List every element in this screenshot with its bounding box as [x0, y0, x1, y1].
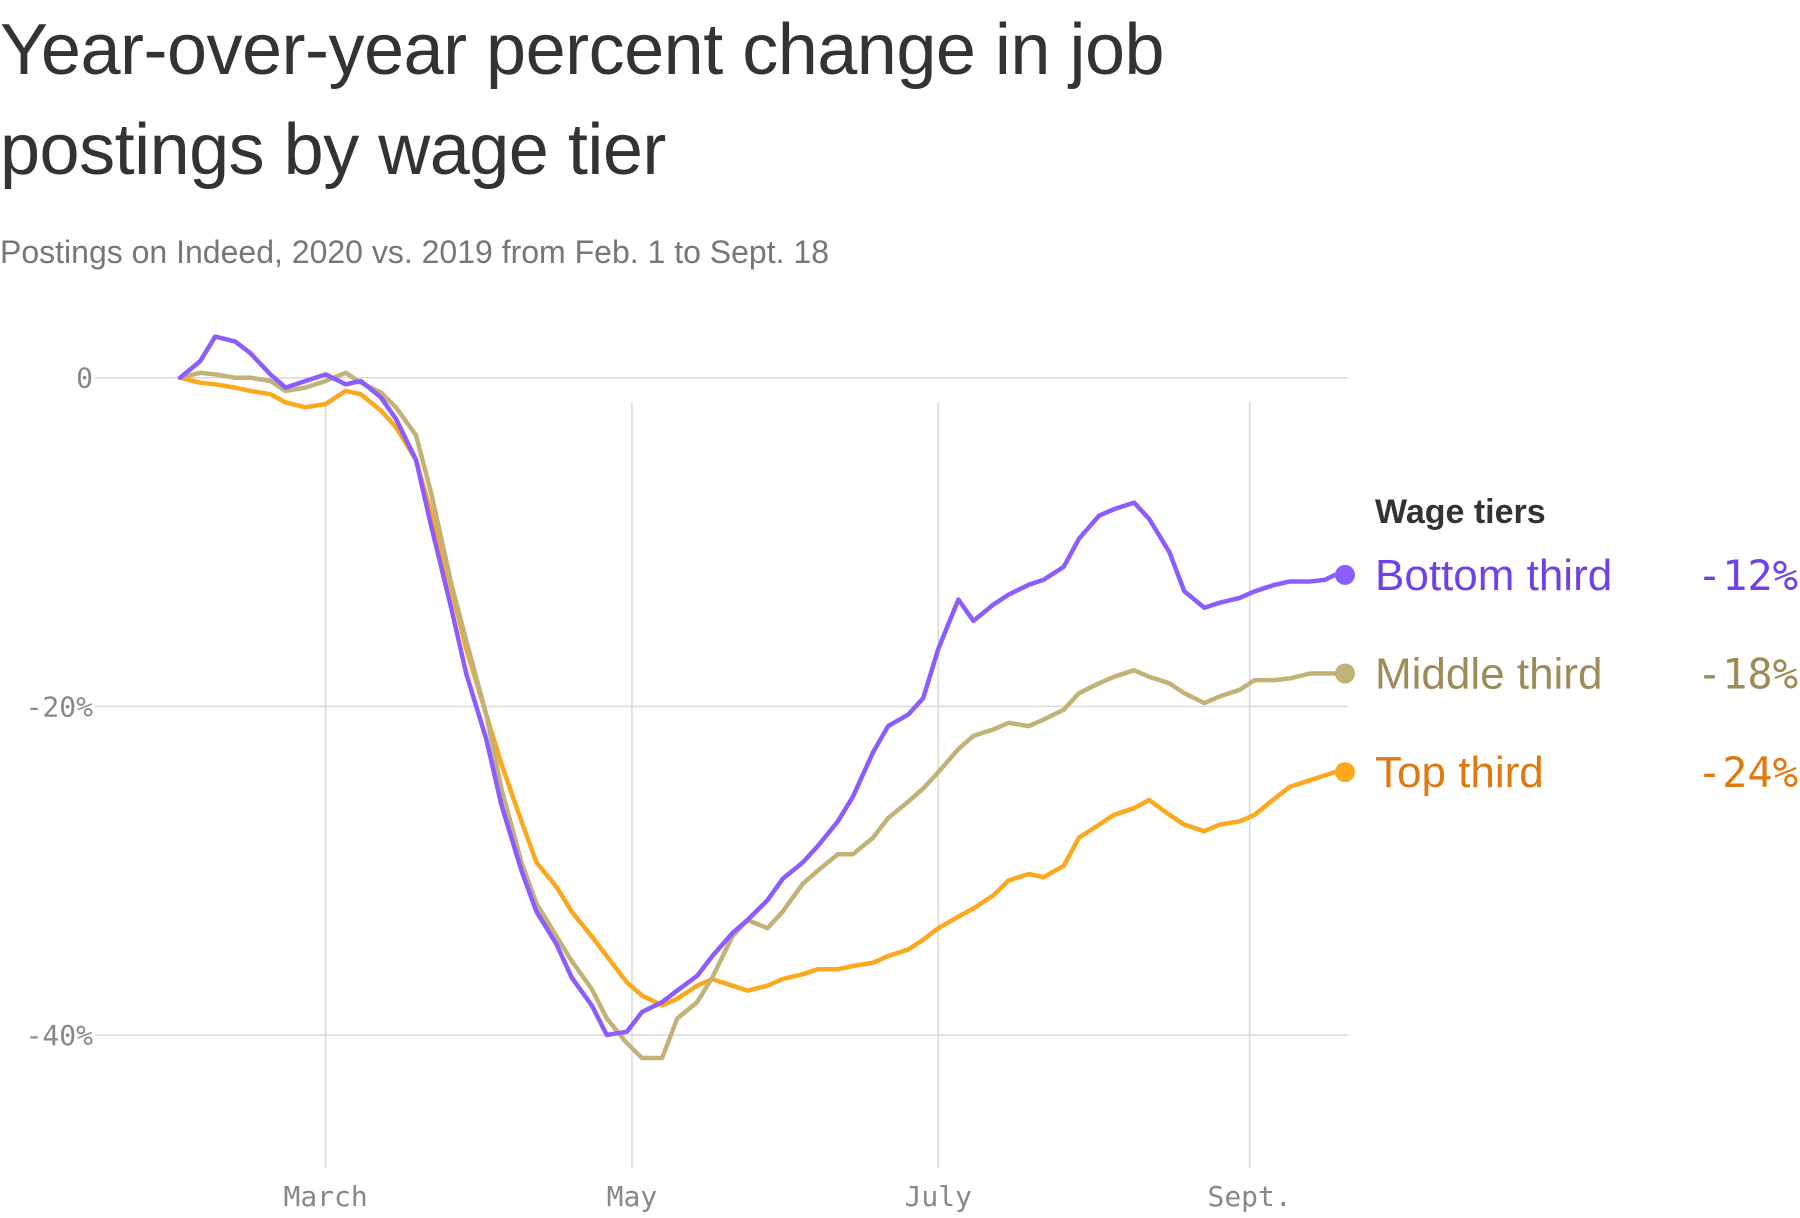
legend-title: Wage tiers	[1375, 493, 1546, 531]
series-line-middle-third	[177, 370, 1338, 1061]
series-layer	[177, 334, 1355, 1061]
x-tick-label: March	[283, 1180, 367, 1213]
legend-series-name: Middle third	[1375, 649, 1602, 698]
legend-series-value: -24%	[1697, 748, 1798, 797]
y-tick-label: -20%	[26, 690, 94, 723]
x-tick-label: July	[905, 1180, 972, 1213]
series-line-top-third	[177, 375, 1338, 1008]
series-end-dot	[1335, 564, 1355, 585]
legend-series-value: -18%	[1697, 649, 1798, 698]
x-tick-label: Sept.	[1207, 1180, 1291, 1213]
series-end-dot	[1335, 762, 1355, 783]
chart-subtitle: Postings on Indeed, 2020 vs. 2019 from F…	[0, 234, 829, 270]
series-end-dot	[1335, 663, 1355, 684]
y-tick-label: -40%	[26, 1019, 94, 1052]
y-tick-label: 0	[76, 362, 93, 395]
axis-layer: 0 -20% -40% March May July Sept.	[26, 362, 1292, 1213]
legend-series-value: -12%	[1697, 551, 1798, 600]
x-tick-label: May	[607, 1180, 658, 1213]
legend-series-name: Bottom third	[1375, 551, 1612, 600]
legend-series-name: Top third	[1375, 748, 1544, 797]
legend: Wage tiers Bottom third -12% Middle third -…	[1375, 493, 1798, 797]
series-line-bottom-third	[177, 334, 1338, 1038]
chart-title: Year-over-year percent change in job pos…	[0, 10, 1165, 190]
grid-layer	[95, 376, 1348, 1168]
